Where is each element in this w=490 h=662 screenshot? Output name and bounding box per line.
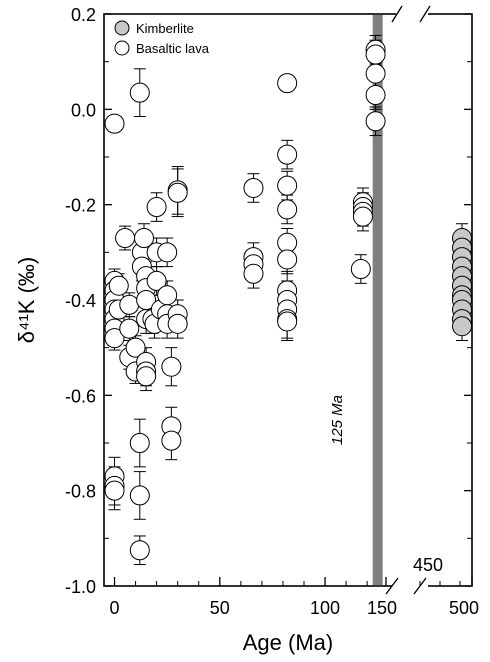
axis-break-top [391, 4, 431, 24]
basaltic-lava-point [365, 85, 386, 106]
basaltic-lava-point [104, 328, 125, 349]
basaltic-lava-point [277, 232, 298, 253]
basaltic-lava-point [129, 82, 150, 103]
break-annotation: 450 [413, 555, 443, 575]
basaltic-lava-point [161, 430, 182, 451]
basaltic-lava-point [157, 285, 178, 306]
x-tick-label: 150 [367, 598, 397, 618]
basaltic-lava-point [161, 356, 182, 377]
axis-ticks [104, 13, 473, 587]
basaltic-lava-point [157, 242, 178, 263]
legend-marker-kimberlite [114, 20, 130, 36]
y-tick-label: -0.4 [65, 291, 96, 311]
basaltic-lava-point [277, 249, 298, 270]
basaltic-lava-point [146, 197, 167, 218]
basaltic-lava-point [129, 540, 150, 561]
basaltic-lava-point [108, 275, 129, 296]
basaltic-lava-point [104, 113, 125, 134]
basaltic-lava-point [129, 433, 150, 453]
basaltic-lava-point [277, 175, 298, 196]
basaltic-lava-point [129, 485, 150, 506]
legend-label-basaltic-lava: Basaltic lava [136, 41, 210, 56]
kimberlite-point [452, 316, 472, 337]
basaltic-lava-point [277, 73, 298, 94]
x-axis-title: Age (Ma) [243, 630, 333, 655]
basaltic-lava-point [352, 206, 373, 227]
basaltic-lava-point [365, 63, 386, 84]
basaltic-lava-point [365, 111, 386, 132]
x-tick-label: 50 [210, 598, 230, 618]
basaltic-lava-point [365, 44, 386, 65]
x-tick-labels: 0 50 100 150 500 [110, 598, 480, 618]
basaltic-lava-point [119, 318, 140, 339]
y-axis-title: δ⁴¹K (‰) [14, 257, 39, 343]
axis-break-bottom [385, 576, 428, 596]
basaltic-lava-point [277, 199, 298, 220]
y-tick-label: -1.0 [65, 577, 96, 597]
y-tick-label: -0.2 [65, 196, 96, 216]
x-tick-label: 0 [110, 598, 120, 618]
y-tick-labels: 0.2 0.0 -0.2 -0.4 -0.6 -0.8 -1.0 [65, 5, 96, 597]
data-markers [104, 39, 472, 561]
basaltic-lava-point [350, 259, 371, 280]
basaltic-lava-point [115, 228, 136, 249]
y-tick-label: -0.6 [65, 386, 96, 406]
basaltic-lava-point [243, 263, 264, 284]
y-tick-label: 0.2 [71, 5, 96, 25]
basaltic-lava-point [167, 313, 188, 334]
y-tick-label: 0.0 [71, 100, 96, 120]
basaltic-lava-point [167, 182, 188, 203]
basaltic-lava-point [277, 311, 298, 332]
reference-line-125ma [372, 15, 383, 585]
basaltic-lava-point [119, 294, 140, 315]
y-tick-label: -0.8 [65, 482, 96, 502]
basaltic-lava-point [146, 270, 167, 291]
basaltic-lava-point [125, 337, 146, 358]
legend-label-kimberlite: Kimberlite [136, 21, 194, 36]
x-tick-label: 100 [310, 598, 340, 618]
basaltic-lava-point [136, 366, 157, 387]
reference-line-label: 125 Ma [329, 395, 346, 445]
legend: Kimberlite Basaltic lava [114, 20, 210, 56]
basaltic-lava-point [104, 480, 125, 501]
basaltic-lava-point [277, 144, 298, 165]
legend-marker-basaltic-lava [114, 40, 130, 56]
basaltic-lava-point [134, 228, 154, 249]
x-tick-label: 500 [449, 598, 479, 618]
basaltic-lava-point [243, 177, 264, 198]
